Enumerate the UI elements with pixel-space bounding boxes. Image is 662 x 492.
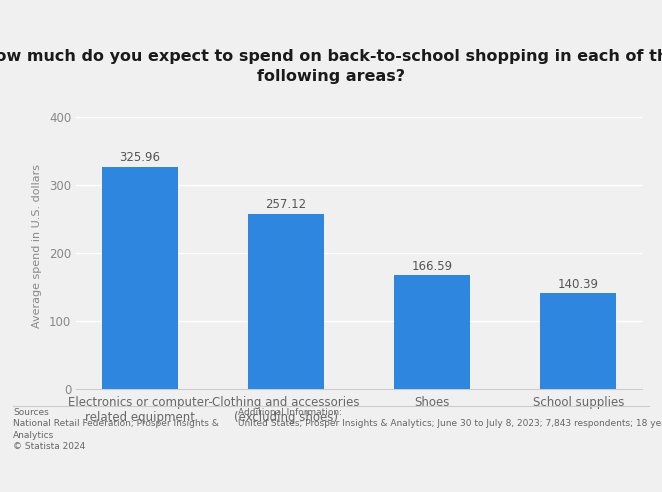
Bar (248, 214, 324, 389)
Text: 257.12: 257.12 (265, 198, 307, 211)
Text: Sources
National Retail Federation; Prosper Insights &
Analytics
© Statista 2024: Sources National Retail Federation; Pros… (13, 408, 219, 451)
Bar (540, 293, 616, 389)
Text: 325.96: 325.96 (119, 152, 160, 164)
Text: 140.39: 140.39 (558, 277, 599, 291)
Y-axis label: Average spend in U.S. dollars: Average spend in U.S. dollars (32, 164, 42, 328)
Text: 166.59: 166.59 (412, 260, 453, 273)
Text: How much do you expect to spend on back-to-school shopping in each of the
follow: How much do you expect to spend on back-… (0, 49, 662, 84)
Bar (102, 167, 178, 389)
Text: Additional Information:
United States; Prosper Insights & Analytics; June 30 to : Additional Information: United States; P… (238, 408, 662, 429)
Bar (394, 276, 470, 389)
